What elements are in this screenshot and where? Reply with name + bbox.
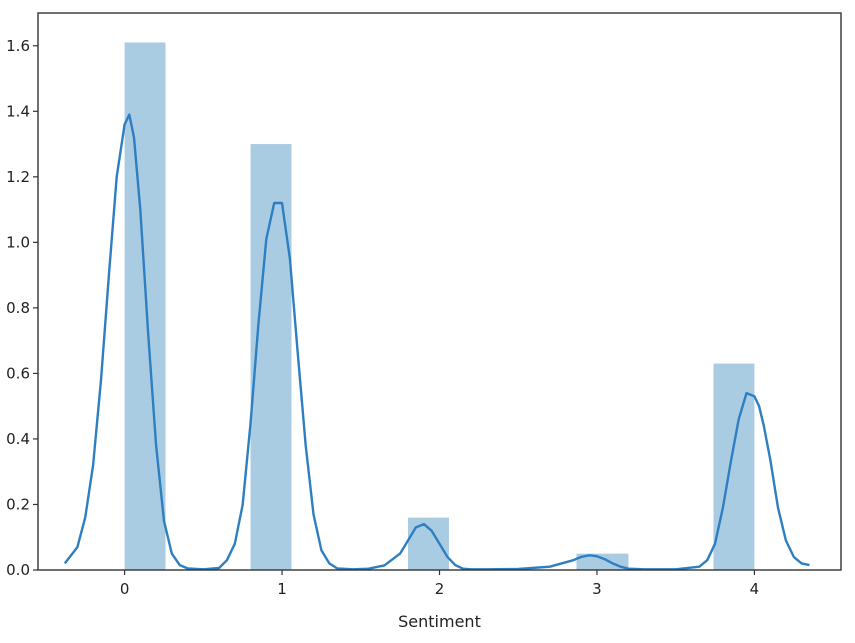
x-tick-label-2: 2 xyxy=(435,580,445,598)
y-tick-label-4: 0.8 xyxy=(6,299,30,317)
y-tick-label-3: 0.6 xyxy=(6,364,30,382)
y-tick-label-2: 0.4 xyxy=(6,430,30,448)
kde-line xyxy=(63,113,810,571)
x-tick-label-1: 1 xyxy=(277,580,287,598)
y-axis: 0.0 0.2 0.4 0.6 0.8 1.0 1.2 1.4 1.6 xyxy=(6,37,38,579)
x-axis-title: Sentiment xyxy=(398,612,481,631)
y-tick-label-5: 1.0 xyxy=(6,233,30,251)
y-tick-label-8: 1.6 xyxy=(6,37,30,55)
histogram-bars xyxy=(124,42,755,571)
y-tick-label-0: 0.0 xyxy=(6,561,30,579)
y-tick-label-6: 1.2 xyxy=(6,168,30,186)
histogram-bar-2 xyxy=(408,517,449,570)
y-tick-label-7: 1.4 xyxy=(6,102,30,120)
y-tick-label-1: 0.2 xyxy=(6,495,30,513)
x-axis: 0 1 2 3 4 xyxy=(120,570,759,598)
x-tick-label-3: 3 xyxy=(592,580,602,598)
x-tick-label-4: 4 xyxy=(750,580,760,598)
x-tick-label-0: 0 xyxy=(120,580,130,598)
histogram-bar-3 xyxy=(576,553,629,570)
histogram-bar-4 xyxy=(713,363,755,570)
